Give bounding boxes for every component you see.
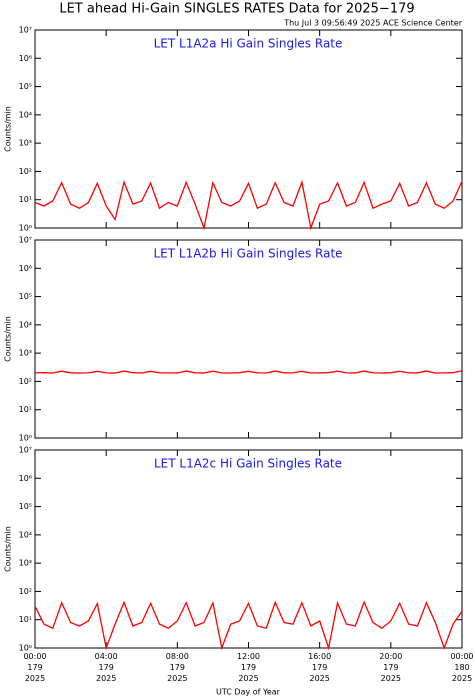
y-tick-label: 10²	[19, 167, 32, 176]
y-tick-label: 10⁵	[19, 502, 32, 511]
y-tick-label: 10⁵	[19, 82, 32, 91]
x-tick-label: 00:00 179 2025	[23, 652, 46, 683]
x-tick-label: 20:00 179 2025	[379, 652, 402, 683]
y-tick-label: 10³	[19, 139, 32, 148]
y-tick-label: 10³	[19, 559, 32, 568]
y-tick-label: 10⁶	[19, 264, 32, 273]
y-tick-label: 10²	[19, 377, 32, 386]
data-line	[34, 600, 463, 651]
y-tick-label: 10⁰	[19, 644, 32, 653]
y-tick-label: 10⁰	[19, 224, 32, 233]
y-tick-label: 10⁷	[19, 26, 32, 35]
y-tick-label: 10⁷	[19, 446, 32, 455]
y-tick-label: 10⁷	[19, 236, 32, 245]
y-axis-label: Counts/min	[4, 106, 13, 152]
y-tick-label: 10⁴	[19, 530, 32, 539]
x-tick-label: 12:00 179 2025	[237, 652, 260, 683]
y-tick-label: 10²	[19, 587, 32, 596]
panel-title: LET L1A2a Hi Gain Singles Rate	[154, 37, 343, 51]
x-tick-label: 04:00 179 2025	[95, 652, 118, 683]
y-tick-label: 10³	[19, 349, 32, 358]
y-tick-label: 10¹	[19, 405, 32, 414]
panel-title: LET L1A2c Hi Gain Singles Rate	[154, 457, 342, 471]
y-axis-label: Counts/min	[4, 316, 13, 362]
x-tick-label: 00:00 180 2025	[450, 652, 473, 683]
y-tick-label: 10⁶	[19, 54, 32, 63]
panel-title: LET L1A2b Hi Gain Singles Rate	[153, 247, 342, 261]
y-axis-label: Counts/min	[4, 526, 13, 572]
page-title: LET ahead Hi-Gain SINGLES RATES Data for…	[59, 2, 414, 17]
plot-frame	[34, 449, 463, 649]
y-tick-label: 10⁶	[19, 474, 32, 483]
x-axis-label: UTC Day of Year	[216, 688, 281, 697]
data-line	[34, 179, 463, 231]
plot-frame	[34, 29, 463, 229]
y-tick-label: 10¹	[19, 615, 32, 624]
y-tick-label: 10⁴	[19, 320, 32, 329]
x-tick-label: 16:00 179 2025	[308, 652, 331, 683]
plot-frame	[34, 239, 463, 439]
timestamp: Thu Jul 3 09:56:49 2025 ACE Science Cent…	[283, 19, 462, 28]
y-tick-label: 10⁰	[19, 434, 32, 443]
y-tick-label: 10¹	[19, 195, 32, 204]
x-tick-label: 08:00 179 2025	[166, 652, 189, 683]
y-tick-label: 10⁴	[19, 110, 32, 119]
data-line	[34, 370, 463, 374]
y-tick-label: 10⁵	[19, 292, 32, 301]
